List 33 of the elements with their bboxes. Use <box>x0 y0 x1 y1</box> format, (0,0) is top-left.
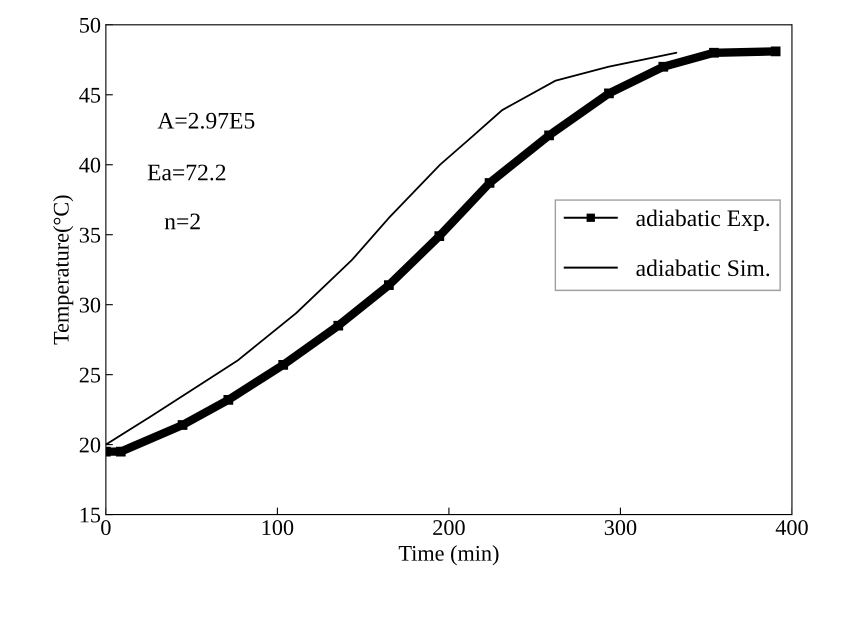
x-tick-label: 0 <box>101 520 111 536</box>
point <box>223 394 234 405</box>
point <box>658 62 668 72</box>
y-tick-label: 15 <box>80 508 100 523</box>
y-tick-label: 45 <box>79 88 100 103</box>
y-tick-label: 50 <box>80 18 100 33</box>
legend-label: adiabatic Exp. <box>636 210 770 232</box>
x-tick-label: 400 <box>776 520 808 536</box>
x-axis-title: Time (min) <box>398 545 498 566</box>
y-tick-label: 40 <box>79 158 100 173</box>
point <box>278 360 288 370</box>
point <box>333 320 344 331</box>
annotation: Ea=72.2 <box>148 164 226 181</box>
x-tick-label: 100 <box>262 520 294 536</box>
y-tick-label: 20 <box>80 438 100 453</box>
point <box>709 48 719 58</box>
y-tick-label: 30 <box>80 298 100 313</box>
point <box>384 280 394 290</box>
x-tick-label: 300 <box>604 520 636 536</box>
y-tick-label: 25 <box>80 368 100 383</box>
y-tick-label: 35 <box>80 228 100 243</box>
annotation: n=2 <box>164 214 200 230</box>
point <box>116 446 126 456</box>
point <box>178 420 188 430</box>
point <box>484 178 494 188</box>
y-axis-title: Temperature(°C) <box>53 195 74 345</box>
point <box>604 88 614 98</box>
point <box>770 46 781 56</box>
annotation: A=2.97E5 <box>158 112 254 129</box>
point <box>544 130 554 140</box>
point <box>434 231 444 241</box>
legend-label: adiabatic Sim. <box>636 260 770 276</box>
x-tick-label: 200 <box>433 520 465 536</box>
